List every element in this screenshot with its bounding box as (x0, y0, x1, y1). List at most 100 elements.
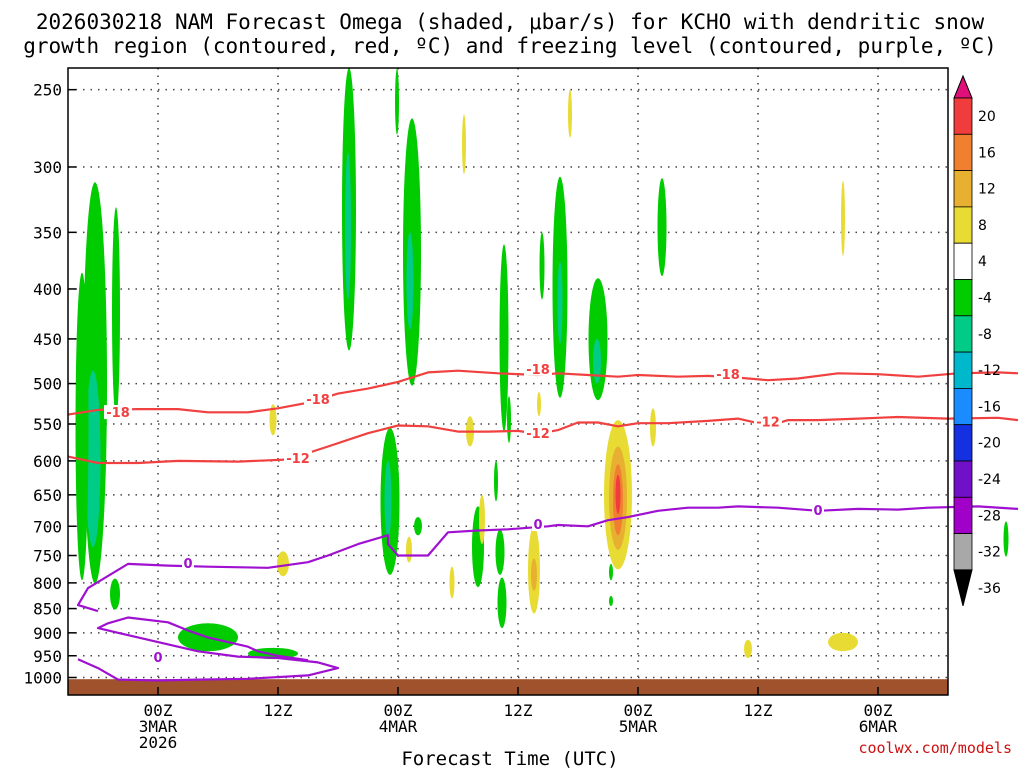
y-tick-label: 900 (33, 624, 62, 643)
colorbar-band (953, 496, 973, 534)
omega-shaded-cell (345, 152, 351, 300)
colorbar-tick-label: -16 (978, 399, 1001, 415)
colorbar-band (953, 424, 973, 462)
colorbar: 20 16 12 8 4 -4 -8 -12 -16 -20 -24 -28 -32 -36 (953, 74, 1001, 607)
omega-shaded-cell (537, 391, 541, 417)
colorbar-band (953, 242, 973, 280)
contour-label-bg (754, 414, 782, 429)
omega-shading-layer (75, 67, 1009, 660)
omega-shaded-cell (269, 404, 277, 436)
y-axis: 250 300 350 400 450 500 550 600 650 700 750 800 850 9… (23, 81, 76, 688)
x-tick-label: 3MAR (139, 717, 178, 736)
contour-label-bg (812, 502, 824, 517)
y-tick-label: 750 (33, 547, 62, 566)
contour-label: -12 (286, 452, 310, 467)
x-axis-label: Forecast Time (UTC) (401, 748, 618, 768)
contour-freezing-level-0 (76, 505, 1019, 613)
y-tick-label: 500 (33, 375, 62, 394)
colorbar-band (953, 97, 973, 135)
y-tick-label: 300 (33, 158, 62, 177)
omega-shaded-cell (531, 558, 537, 591)
x-tick-label: 00Z (864, 701, 893, 720)
contour-label: -18 (716, 368, 740, 383)
omega-shaded-cell (507, 396, 511, 443)
contour-label: -12 (756, 415, 780, 430)
omega-shaded-cell (384, 460, 392, 539)
colorbar-tick-label: 8 (978, 218, 987, 234)
omega-shaded-cell (657, 178, 667, 277)
contour-label: -18 (306, 393, 330, 408)
y-tick-label: 450 (33, 330, 62, 349)
omega-shaded-cell (841, 180, 845, 256)
x-tick-label: 4MAR (379, 717, 418, 736)
contour-layer: -18 -18 -18 -18 -12 -12 -12 0 0 0 0 (67, 361, 1019, 682)
colorbar-tick-label: -4 (978, 291, 992, 307)
y-tick-label: 1000 (23, 669, 62, 688)
colorbar-tick-label: 12 (978, 182, 996, 198)
omega-shaded-cell (479, 494, 485, 545)
colorbar-tick-label: -20 (978, 436, 1001, 452)
y-tick-label: 850 (33, 600, 62, 619)
contour-label: -18 (106, 406, 130, 421)
x-tick-label: 2026 (139, 733, 178, 752)
colorbar-band (953, 460, 973, 498)
contour-label: 0 (533, 518, 542, 533)
omega-shaded-cell (568, 89, 572, 138)
x-tick-label: 5MAR (619, 717, 658, 736)
contour-label-bg (524, 361, 552, 376)
colorbar-band (953, 206, 973, 244)
x-tick-label: 12Z (264, 701, 293, 720)
colorbar-tick-label: -28 (978, 508, 1001, 524)
omega-shaded-cell (499, 244, 509, 432)
omega-shaded-cell (609, 595, 613, 607)
y-tick-label: 350 (33, 223, 62, 242)
omega-shaded-cell (1003, 521, 1009, 557)
plot-frame (67, 67, 949, 696)
omega-shaded-cell (414, 517, 422, 536)
credit-link[interactable]: coolwx.com/models (858, 739, 1012, 757)
omega-shaded-cell (615, 474, 621, 514)
contour-label-bg (284, 450, 312, 465)
colorbar-band (953, 170, 973, 208)
omega-shaded-cell (650, 408, 656, 447)
contour-label-bg (304, 392, 332, 407)
omega-shaded-cell (112, 207, 120, 417)
colorbar-tick-label: -8 (978, 327, 992, 343)
colorbar-band (953, 133, 973, 172)
contour-label-bg (524, 425, 552, 440)
omega-shaded-cell (539, 232, 545, 300)
omega-shaded-cell (828, 632, 858, 652)
omega-shaded-cell (110, 578, 120, 610)
colorbar-tick-label: -32 (978, 545, 1001, 561)
omega-shaded-cell (406, 232, 414, 330)
omega-shaded-cell (406, 536, 412, 563)
colorbar-band (953, 315, 973, 353)
x-tick-label: 6MAR (859, 717, 898, 736)
x-tick-label: 00Z (144, 701, 173, 720)
colorbar-bottom-arrow (953, 569, 973, 607)
omega-shaded-cell (497, 577, 507, 629)
colorbar-band (953, 387, 973, 426)
chart-title-line1: 2026030218 NAM Forecast Omega (shaded, μ… (36, 10, 985, 34)
colorbar-tick-label: -36 (978, 581, 1001, 597)
chart-title-line2: growth region (contoured, red, ºC) and f… (23, 34, 997, 58)
omega-shaded-cell (75, 272, 89, 581)
contour-label: 0 (153, 651, 162, 666)
y-tick-label: 950 (33, 647, 62, 666)
terrain-fill (68, 679, 948, 695)
colorbar-band (953, 533, 973, 571)
omega-shaded-cell (462, 114, 466, 174)
omega-shaded-cell (588, 278, 608, 401)
y-tick-label: 550 (33, 415, 62, 434)
omega-shaded-cell (494, 460, 498, 502)
y-tick-label: 700 (33, 517, 62, 536)
y-tick-label: 600 (33, 452, 62, 471)
contour-label: -18 (526, 363, 550, 378)
contour-freezing-level-0-lower (77, 616, 340, 682)
x-tick-label: 00Z (624, 701, 653, 720)
colorbar-tick-label: 16 (978, 145, 996, 161)
contour-label: 0 (183, 557, 192, 572)
y-tick-label: 250 (33, 81, 62, 100)
